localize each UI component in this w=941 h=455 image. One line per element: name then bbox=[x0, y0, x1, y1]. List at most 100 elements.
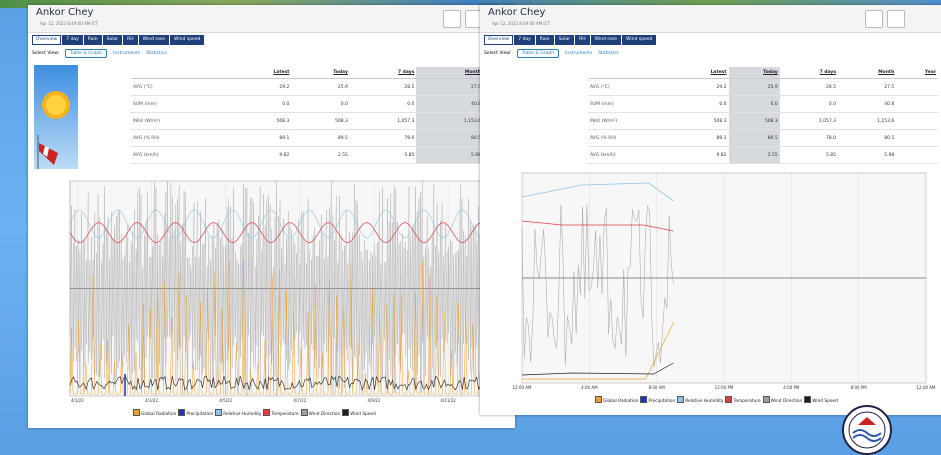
header-button[interactable] bbox=[865, 10, 883, 28]
row-label: SUM (mm) bbox=[131, 96, 229, 113]
cell bbox=[896, 96, 938, 113]
legend-swatch bbox=[301, 409, 308, 416]
tab[interactable]: RH bbox=[123, 35, 138, 45]
tab[interactable]: 7 day bbox=[62, 35, 83, 45]
tab[interactable]: Overview bbox=[484, 35, 513, 45]
x-tick-label: 4/3/22 bbox=[145, 398, 158, 403]
x-tick-label: 12:00 PM bbox=[715, 385, 734, 390]
cell: 508.3 bbox=[729, 113, 780, 130]
cell: 80.5 bbox=[416, 130, 483, 147]
cell: 0.0 bbox=[291, 96, 349, 113]
view-label: Select View: bbox=[484, 51, 511, 56]
cell: 78.0 bbox=[350, 130, 417, 147]
cell: 9.82 bbox=[674, 147, 729, 164]
tab[interactable]: RH bbox=[575, 35, 590, 45]
legend-item[interactable]: Relative Humidity bbox=[677, 396, 723, 404]
column-header: Today bbox=[291, 67, 349, 79]
cell: 27.5 bbox=[838, 79, 896, 96]
row-label: AVG (km/h) bbox=[131, 147, 229, 164]
table-row: SUM (mm)0.00.00.040.8 bbox=[588, 96, 938, 113]
cell: 89.5 bbox=[729, 130, 780, 147]
cell: 27.5 bbox=[416, 79, 483, 96]
row-label: AVG (% RH) bbox=[588, 130, 674, 147]
tab[interactable]: Rain bbox=[536, 35, 554, 45]
legend-item[interactable]: Wind Direction bbox=[301, 409, 341, 417]
row-label: AVG (°C) bbox=[588, 79, 674, 96]
x-tick-label: 4:00 AM bbox=[581, 385, 598, 390]
tab[interactable]: 7 day bbox=[514, 35, 535, 45]
panel: Ankor CheyApr 12, 2022 8:49:00 AM ICTOve… bbox=[28, 5, 515, 428]
legend-item[interactable]: Relative Humidity bbox=[215, 409, 261, 417]
weather-icon bbox=[34, 65, 78, 169]
header-button[interactable] bbox=[887, 10, 905, 28]
cell: 5.98 bbox=[416, 147, 483, 164]
stats-table: LatestToday7 daysMonthYearAVG (°C)29.225… bbox=[588, 67, 938, 164]
legend-swatch bbox=[178, 409, 185, 416]
cell: 78.0 bbox=[780, 130, 838, 147]
tab[interactable]: Solar bbox=[555, 35, 574, 45]
tab[interactable]: Wind speed bbox=[622, 35, 656, 45]
table-row: AVG (% RH)89.189.578.080.5 bbox=[588, 130, 938, 147]
cell: 89.1 bbox=[229, 130, 292, 147]
cell bbox=[896, 147, 938, 164]
cell bbox=[896, 79, 938, 96]
legend-item[interactable]: Temperature bbox=[725, 396, 760, 404]
tab[interactable]: Solar bbox=[103, 35, 122, 45]
cell: 0.0 bbox=[350, 96, 417, 113]
cell: 0.0 bbox=[729, 96, 780, 113]
legend-item[interactable]: Precipitation bbox=[178, 409, 213, 417]
view-option[interactable]: Table & Graph bbox=[65, 49, 107, 58]
cell: 5.85 bbox=[780, 147, 838, 164]
legend-item[interactable]: Precipitation bbox=[640, 396, 675, 404]
legend-item[interactable]: Global Radiation bbox=[595, 396, 638, 404]
tab[interactable]: Wind rose bbox=[591, 35, 621, 45]
x-tick-label: 12:00 AM bbox=[917, 385, 937, 390]
legend-label: Wind Speed bbox=[812, 399, 838, 404]
view-select: Select View: Table & Graph Instruments Stat… bbox=[484, 49, 619, 58]
corner bbox=[588, 67, 674, 79]
legend-swatch bbox=[763, 396, 770, 403]
view-option[interactable]: Instruments bbox=[113, 51, 140, 56]
legend-item[interactable]: Global Radiation bbox=[133, 409, 176, 417]
view-option[interactable]: Instruments bbox=[565, 51, 592, 56]
cell: 1,153.6 bbox=[416, 113, 483, 130]
tab[interactable]: Rain bbox=[84, 35, 102, 45]
row-label: MAX (W/m²) bbox=[131, 113, 229, 130]
legend-label: Precipitation bbox=[186, 412, 213, 417]
legend-swatch bbox=[215, 409, 222, 416]
tab[interactable]: Wind speed bbox=[170, 35, 204, 45]
tabs: Overview7 dayRainSolarRHWind roseWind sp… bbox=[32, 35, 204, 45]
table-row: MAX (W/m²)508.3508.31,057.31,153.6 bbox=[588, 113, 938, 130]
cell: 2.55 bbox=[291, 147, 349, 164]
legend-item[interactable]: Wind Speed bbox=[342, 409, 376, 417]
legend-item[interactable]: Wind Speed bbox=[804, 396, 838, 404]
cell: 508.3 bbox=[229, 113, 292, 130]
table-header: LatestToday7 daysMonth bbox=[131, 67, 483, 79]
header-button[interactable] bbox=[443, 10, 461, 28]
cell bbox=[896, 113, 938, 130]
cell bbox=[896, 130, 938, 147]
cell: 89.1 bbox=[674, 130, 729, 147]
tab[interactable]: Overview bbox=[32, 35, 61, 45]
cell: 29.2 bbox=[229, 79, 292, 96]
column-header: Latest bbox=[674, 67, 729, 79]
legend-label: Wind Direction bbox=[309, 412, 341, 417]
cell: 28.5 bbox=[350, 79, 417, 96]
view-option[interactable]: Table & Graph bbox=[517, 49, 559, 58]
legend-item[interactable]: Temperature bbox=[263, 409, 298, 417]
legend-item[interactable]: Wind Direction bbox=[763, 396, 803, 404]
x-tick-label: 8:00 AM bbox=[648, 385, 665, 390]
column-header: Year bbox=[896, 67, 938, 79]
tab[interactable]: Wind rose bbox=[139, 35, 169, 45]
view-option[interactable]: Statistics bbox=[146, 51, 167, 56]
view-option[interactable]: Statistics bbox=[598, 51, 619, 56]
